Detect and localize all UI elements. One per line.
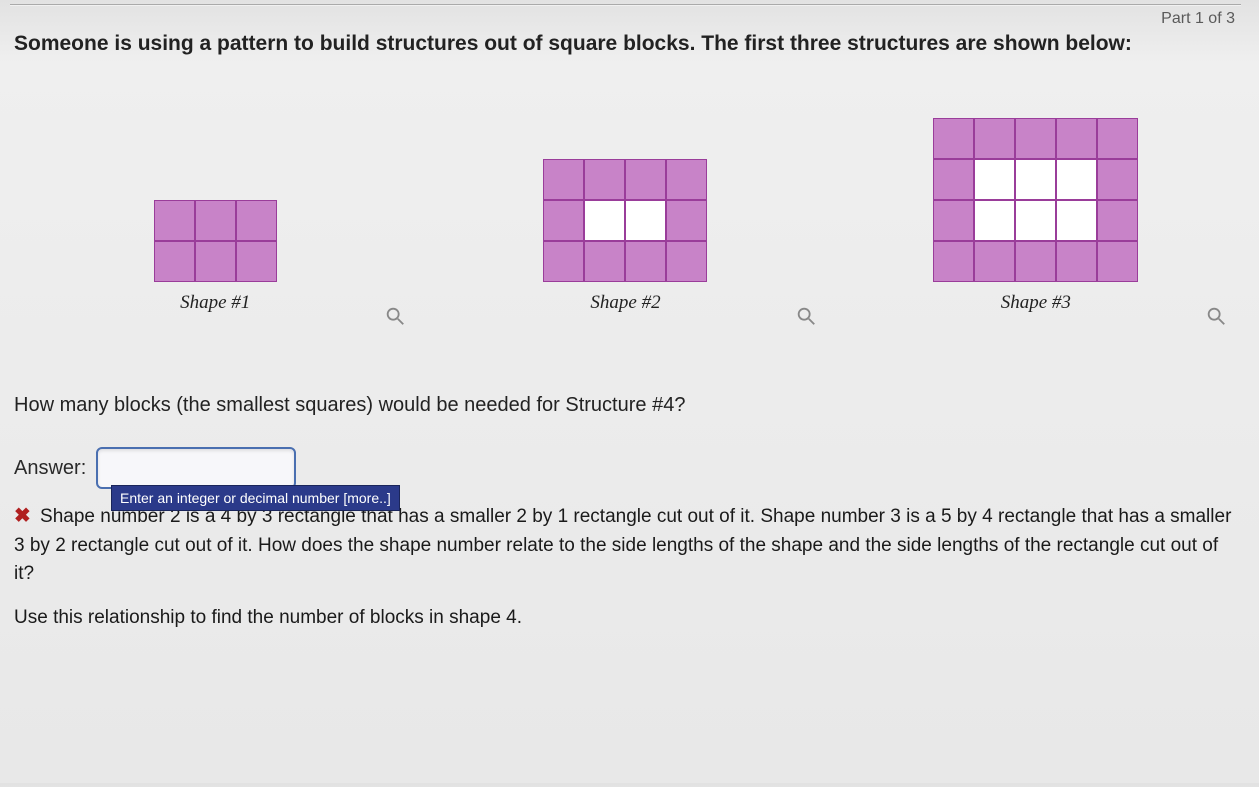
answer-row: Answer: Enter an integer or decimal numb…: [10, 417, 1241, 489]
block-cell: [1015, 241, 1056, 282]
block-cell: [666, 200, 707, 241]
block-cell: [1056, 118, 1097, 159]
block-cell: [625, 241, 666, 282]
block-hole: [1015, 200, 1056, 241]
block-hole: [974, 200, 1015, 241]
block-cell: [625, 159, 666, 200]
block-cell: [584, 159, 625, 200]
feedback-text-2: Use this relationship to find the number…: [10, 589, 1241, 639]
block-cell: [1097, 159, 1138, 200]
shape-grid: [154, 200, 277, 282]
question-text: How many blocks (the smallest squares) w…: [10, 324, 1241, 417]
problem-prompt: Someone is using a pattern to build stru…: [10, 28, 1241, 58]
shape-column: Shape #1: [30, 200, 400, 314]
answer-input[interactable]: [96, 447, 296, 489]
answer-label: Answer:: [14, 457, 86, 480]
block-cell: [666, 159, 707, 200]
block-hole: [1056, 200, 1097, 241]
part-indicator: Part 1 of 3: [10, 6, 1241, 28]
block-cell: [1056, 241, 1097, 282]
block-hole: [1015, 159, 1056, 200]
shape-grid: [543, 159, 707, 282]
block-cell: [933, 118, 974, 159]
block-cell: [584, 241, 625, 282]
shape-grid: [933, 118, 1138, 282]
block-hole: [584, 200, 625, 241]
shapes-row: Shape #1 Shape #2 Shape #3: [10, 58, 1241, 324]
incorrect-icon: ✖: [14, 505, 31, 527]
block-hole: [1056, 159, 1097, 200]
block-cell: [933, 159, 974, 200]
block-cell: [933, 200, 974, 241]
block-cell: [974, 118, 1015, 159]
block-hole: [974, 159, 1015, 200]
block-cell: [154, 241, 195, 282]
shape-label: Shape #1: [180, 292, 250, 314]
block-cell: [933, 241, 974, 282]
block-cell: [195, 241, 236, 282]
shape-column: Shape #2: [440, 159, 810, 314]
block-cell: [1015, 118, 1056, 159]
block-cell: [1097, 200, 1138, 241]
block-cell: [666, 241, 707, 282]
block-hole: [625, 200, 666, 241]
block-cell: [543, 241, 584, 282]
input-tooltip[interactable]: Enter an integer or decimal number [more…: [111, 485, 400, 511]
block-cell: [1097, 118, 1138, 159]
block-cell: [195, 200, 236, 241]
block-cell: [974, 241, 1015, 282]
block-cell: [1097, 241, 1138, 282]
feedback-text: Shape number 2 is a 4 by 3 rectangle tha…: [14, 506, 1231, 584]
magnify-icon[interactable]: [384, 305, 406, 332]
magnify-icon[interactable]: [1205, 305, 1227, 332]
block-cell: [543, 159, 584, 200]
block-cell: [236, 200, 277, 241]
magnify-icon[interactable]: [795, 305, 817, 332]
block-cell: [236, 241, 277, 282]
shape-column: Shape #3: [851, 118, 1221, 314]
block-cell: [543, 200, 584, 241]
shape-label: Shape #2: [590, 292, 660, 314]
block-cell: [154, 200, 195, 241]
shape-label: Shape #3: [1001, 292, 1071, 314]
